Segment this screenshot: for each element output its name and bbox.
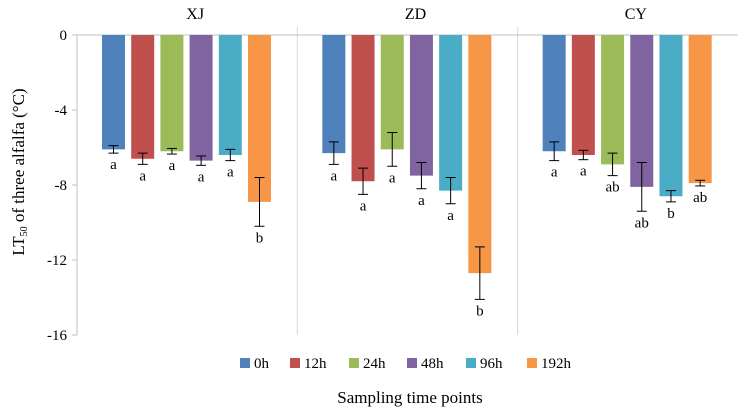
legend-item-0h[interactable]: 0h	[240, 356, 270, 372]
legend-label: 96h	[480, 356, 503, 372]
significance-letter: a	[447, 208, 454, 224]
legend-label: 0h	[254, 356, 270, 372]
bar-zd-12h	[351, 35, 375, 182]
legend-item-12h[interactable]: 12h	[290, 356, 327, 372]
legend-swatch	[240, 358, 250, 368]
bar-cy-24h	[601, 35, 625, 165]
legend-swatch	[407, 358, 417, 368]
bar-zd-24h	[380, 35, 404, 150]
significance-letter: a	[551, 165, 558, 181]
group-label: ZD	[405, 6, 426, 23]
significance-letter: a	[169, 158, 176, 174]
legend-swatch	[290, 358, 300, 368]
legend-item-192h[interactable]: 192h	[527, 356, 572, 372]
bar-zd-192h	[468, 35, 492, 274]
significance-letter: b	[256, 230, 264, 246]
y-axis: 0 -4 -8 -12 -16	[47, 28, 78, 344]
legend-label: 48h	[421, 356, 444, 372]
error-bars-layer	[108, 132, 706, 300]
legend-swatch	[527, 358, 537, 368]
bar-zd-0h	[322, 35, 346, 154]
significance-letter: b	[667, 206, 675, 222]
y-tick-label: -8	[55, 178, 68, 194]
y-tick-label: -4	[55, 103, 68, 119]
bar-cy-96h	[659, 35, 683, 197]
significance-letter: ab	[635, 215, 649, 231]
legend[interactable]: 0h 12h 24h 48h 96h 192h	[240, 356, 572, 372]
bar-cy-48h	[630, 35, 654, 187]
significance-letter: a	[389, 170, 396, 186]
significance-letter: a	[580, 164, 587, 180]
legend-label: 192h	[541, 356, 572, 372]
x-axis-label: Sampling time points	[337, 388, 482, 407]
y-tick-label: -16	[47, 328, 67, 344]
y-tick-label: -12	[47, 253, 67, 269]
significance-letter: a	[139, 168, 146, 184]
bar-xj-96h	[218, 35, 242, 155]
significance-letter: a	[227, 165, 234, 181]
legend-label: 24h	[363, 356, 386, 372]
legend-label: 12h	[304, 356, 327, 372]
bar-cy-0h	[542, 35, 566, 152]
significance-letter: b	[476, 303, 484, 319]
bar-zd-48h	[409, 35, 433, 176]
legend-item-48h[interactable]: 48h	[407, 356, 444, 372]
significance-letter: a	[330, 168, 337, 184]
bar-xj-12h	[131, 35, 155, 159]
significance-letter: ab	[605, 180, 619, 196]
bar-xj-24h	[160, 35, 184, 152]
significance-letter: ab	[693, 190, 707, 206]
legend-swatch	[349, 358, 359, 368]
group-dividers	[77, 27, 738, 335]
bar-zd-96h	[439, 35, 463, 191]
group-labels: XJ ZD CY	[186, 6, 647, 23]
bar-cy-12h	[571, 35, 595, 155]
significance-letter: a	[198, 169, 205, 185]
bar-xj-0h	[102, 35, 125, 150]
bar-xj-48h	[189, 35, 213, 161]
legend-swatch	[466, 358, 476, 368]
bar-cy-192h	[688, 35, 712, 184]
y-axis-label: LT50 of three alfalfa (°C)	[9, 88, 30, 255]
y-tick-label: 0	[60, 28, 68, 44]
bar-xj-192h	[248, 35, 271, 202]
group-label: XJ	[186, 6, 204, 23]
significance-letter: a	[418, 193, 425, 209]
significance-letter: a	[110, 157, 117, 173]
legend-item-24h[interactable]: 24h	[349, 356, 386, 372]
group-label: CY	[625, 6, 648, 23]
significance-letter: a	[360, 198, 367, 214]
bars-layer	[102, 35, 712, 274]
legend-item-96h[interactable]: 96h	[466, 356, 503, 372]
